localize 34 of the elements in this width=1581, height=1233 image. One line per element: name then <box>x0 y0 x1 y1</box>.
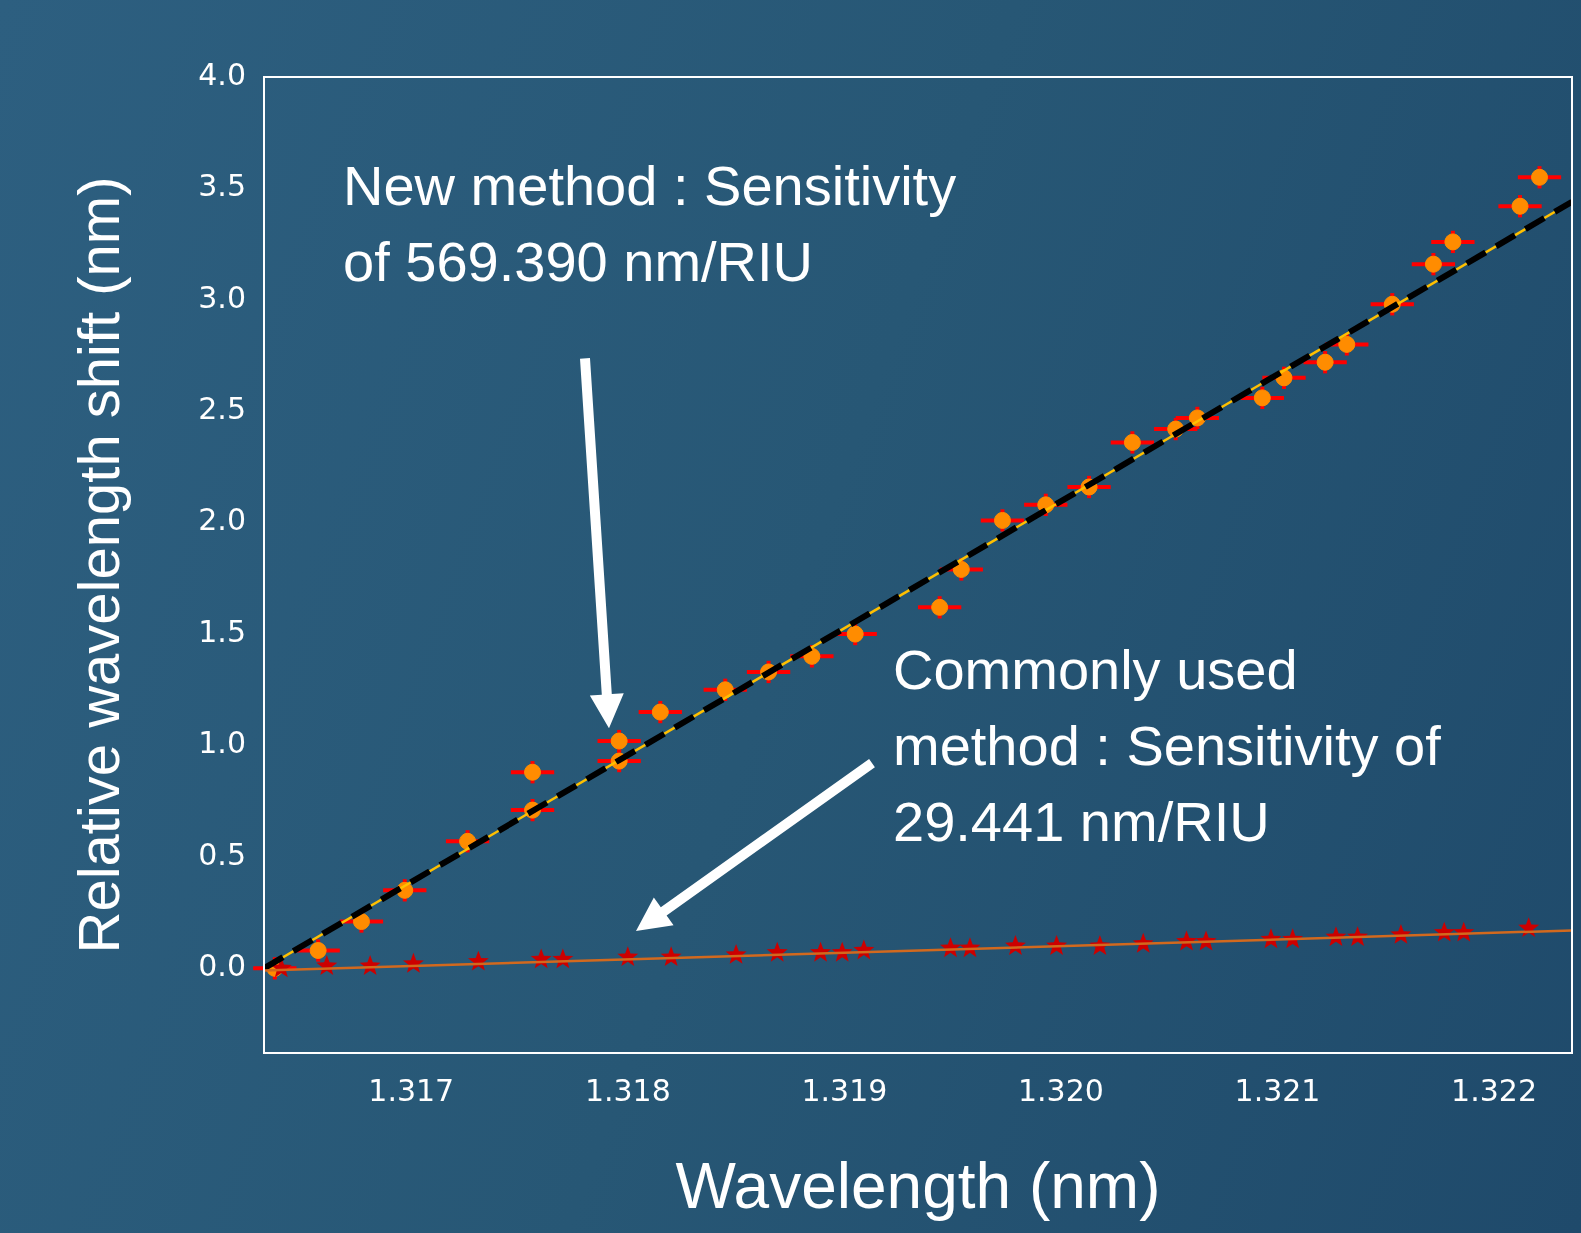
annotation: Commonly used method : Sensitivity of 29.441 nm/RIU <box>893 637 1442 856</box>
y-tick-label: 0.0 <box>198 948 246 984</box>
point <box>846 625 864 643</box>
point <box>1123 433 1141 451</box>
x-axis-title: Wavelength (nm) <box>675 1150 1161 1223</box>
point <box>1316 353 1334 371</box>
x-tick-label: 1.322 <box>1451 1072 1537 1108</box>
point <box>1444 233 1462 251</box>
point <box>1253 389 1271 407</box>
point <box>931 598 949 616</box>
x-tick-label: 1.319 <box>801 1072 888 1108</box>
point <box>651 703 669 721</box>
y-tick-label: 0.5 <box>198 836 246 872</box>
point <box>309 942 327 959</box>
y-axis-title: Relative wavelength shift (nm) <box>65 176 131 954</box>
annotation: New method : Sensitivity of 569.390 nm/RIU <box>343 153 958 296</box>
x-tick-label: 1.317 <box>368 1072 455 1108</box>
point <box>1511 197 1529 215</box>
y-tick-label: 3.5 <box>198 168 246 204</box>
y-tick-label: 4.0 <box>198 56 246 92</box>
y-tick-label: 3.0 <box>198 279 246 315</box>
point <box>1338 335 1356 353</box>
y-tick-label: 2.0 <box>198 502 246 538</box>
y-tick-label: 1.0 <box>198 725 246 761</box>
y-tick-label: 2.5 <box>198 391 246 427</box>
x-tick-label: 1.320 <box>1017 1072 1104 1108</box>
x-tick-label: 1.321 <box>1234 1072 1321 1108</box>
point <box>993 511 1011 529</box>
point <box>1424 255 1442 273</box>
y-tick-label: 1.5 <box>198 613 246 649</box>
point <box>524 763 542 781</box>
point <box>1531 168 1549 186</box>
x-tick-label: 1.318 <box>584 1072 671 1108</box>
point <box>352 913 370 931</box>
